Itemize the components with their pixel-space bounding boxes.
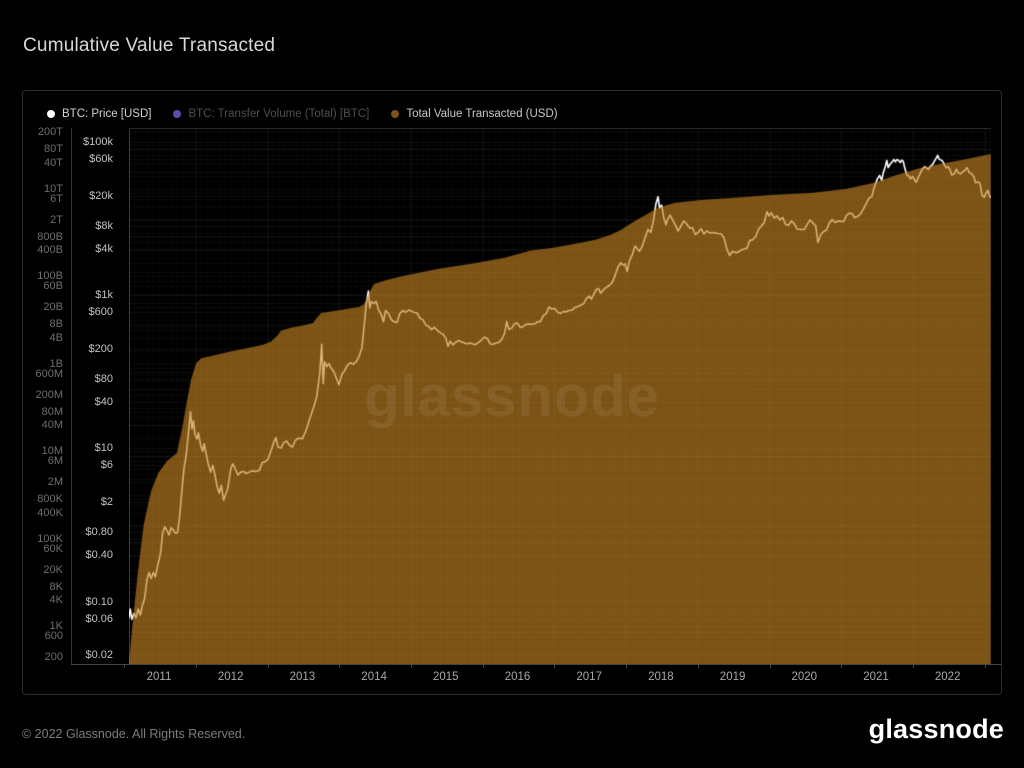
tvt-tick-label: 1K xyxy=(49,620,63,633)
price-tick-label: $4k xyxy=(95,243,113,256)
tvt-tick-label: 8B xyxy=(49,318,63,331)
tvt-tick-label: 400K xyxy=(37,506,63,519)
tvt-axis: 200T 80T 40T 10T 6T 2T 800B 400B 100B 60B 20B 8B 4B 1… xyxy=(31,91,63,694)
tvt-tick-label: 40T xyxy=(44,156,63,169)
tvt-tick-label: 10T xyxy=(44,182,63,195)
tvt-tick-label: 200 xyxy=(44,651,63,663)
year-label: 2020 xyxy=(791,671,818,683)
tvt-tick-label: 6M xyxy=(47,455,63,468)
price-tick-label: $200 xyxy=(88,342,113,355)
tvt-tick-label: 40M xyxy=(41,419,63,432)
legend-item-active-0[interactable]: BTC: Price [USD] xyxy=(47,108,151,120)
legend-item-active-2[interactable]: Total Value Transacted (USD) xyxy=(391,108,558,120)
x-axis-labels: 2011 2012 2013 2014 2015 2016 2017 2018 2019 2020… xyxy=(129,671,991,687)
tvt-tick-label: 800B xyxy=(37,230,63,243)
year-label: 2015 xyxy=(433,671,459,683)
tvt-tick-label: 100B xyxy=(37,270,63,283)
tvt-tick-label: 2M xyxy=(47,476,63,488)
x-tick-mark xyxy=(195,664,197,668)
tvt-tick-label: 4K xyxy=(49,594,63,607)
tvt-tick-label: 20K xyxy=(43,563,63,576)
x-tick-mark xyxy=(124,664,126,668)
price-tick-label: $100k xyxy=(83,136,113,148)
price-tick-label: $2 xyxy=(100,495,113,508)
chart-canvas[interactable] xyxy=(129,128,991,664)
tvt-tick-label: 1B xyxy=(49,357,63,370)
tvt-tick-label: 400B xyxy=(37,244,63,257)
tvt-tick-label: 60B xyxy=(43,280,63,293)
copyright-text: © 2022 Glassnode. All Rights Reserved. xyxy=(22,727,246,741)
chart-panel: BTC: Price [USD] BTC: Transfer Volume (To… xyxy=(22,90,1002,695)
legend-label: BTC: Transfer Volume (Total) [BTC] xyxy=(188,108,370,120)
tvt-tick-label: 200M xyxy=(35,388,63,401)
price-tick-label: $10 xyxy=(94,442,113,455)
legend-label: BTC: Price [USD] xyxy=(62,108,152,120)
year-label: 2013 xyxy=(289,671,316,683)
x-tick-mark xyxy=(482,664,484,668)
price-tick-label: $20k xyxy=(89,189,113,202)
chart-legend: BTC: Price [USD] BTC: Transfer Volume (To… xyxy=(47,106,558,122)
year-label: 2014 xyxy=(361,671,387,683)
x-tick-mark xyxy=(697,664,699,668)
price-tick-label: $0.02 xyxy=(85,649,113,662)
tvt-tick-label: 20B xyxy=(43,301,63,313)
legend-item-inactive-1[interactable]: BTC: Transfer Volume (Total) [BTC] xyxy=(173,108,369,120)
tvt-tick-label: 6T xyxy=(50,192,63,205)
tvt-tick-label: 60K xyxy=(43,542,63,555)
tvt-tick-label: 600M xyxy=(35,367,63,380)
year-label: 2021 xyxy=(863,671,889,683)
legend-dot-icon xyxy=(47,110,55,118)
legend-dot-icon xyxy=(391,110,400,118)
price-tick-label: $0.40 xyxy=(85,549,113,562)
x-tick-mark xyxy=(841,664,843,668)
tvt-tick-label: 80M xyxy=(41,405,63,418)
tvt-tick-label: 100K xyxy=(37,532,63,545)
tvt-tick-label: 4B xyxy=(49,331,63,344)
price-tick-label: $40 xyxy=(94,396,113,409)
legend-label: Total Value Transacted (USD) xyxy=(406,108,558,120)
tvt-tick-label: 80T xyxy=(44,143,63,156)
tvt-tick-label: 8K xyxy=(49,580,63,593)
year-label: 2022 xyxy=(934,671,961,683)
x-tick-mark xyxy=(267,664,269,668)
legend-dot-icon xyxy=(173,110,182,118)
x-tick-mark xyxy=(626,664,628,668)
tvt-tick-label: 10M xyxy=(41,445,63,458)
tvt-tick-label: 2T xyxy=(50,213,63,226)
glassnode-logo: glassnode xyxy=(868,714,1004,744)
price-tick-label: $600 xyxy=(88,306,113,319)
price-tick-label: $0.06 xyxy=(85,612,113,625)
tvt-tick-label: 600 xyxy=(44,630,63,643)
price-tick-label: $8k xyxy=(95,220,113,233)
price-tick-label: $6 xyxy=(100,459,113,472)
price-axis: $100k $60k $20k $8k $4k $1k $600 $200 $80 $40 $10 $… xyxy=(75,91,113,694)
year-label: 2012 xyxy=(217,671,244,683)
x-tick-mark xyxy=(411,664,413,668)
year-label: 2018 xyxy=(648,671,674,683)
tvt-axis-line xyxy=(71,128,72,664)
x-tick-mark xyxy=(984,664,986,668)
plot-area[interactable] xyxy=(129,128,991,664)
tvt-tick-label: 800K xyxy=(37,493,63,506)
year-label: 2011 xyxy=(146,671,172,683)
price-tick-label: $1k xyxy=(95,289,113,302)
year-label: 2019 xyxy=(719,671,746,683)
price-tick-label: $80 xyxy=(94,373,113,386)
year-label: 2017 xyxy=(576,671,602,683)
x-tick-mark xyxy=(912,664,914,668)
price-tick-label: $60k xyxy=(89,152,113,165)
page-title: Cumulative Value Transacted xyxy=(23,35,276,56)
tvt-tick-label: 200T xyxy=(37,126,63,138)
year-label: 2016 xyxy=(504,671,531,683)
x-tick-mark xyxy=(769,664,771,668)
price-tick-label: $0.80 xyxy=(85,526,113,539)
x-tick-mark xyxy=(339,664,341,668)
price-tick-label: $0.10 xyxy=(85,595,113,608)
x-tick-mark xyxy=(554,664,556,668)
x-axis-line xyxy=(71,664,1001,665)
